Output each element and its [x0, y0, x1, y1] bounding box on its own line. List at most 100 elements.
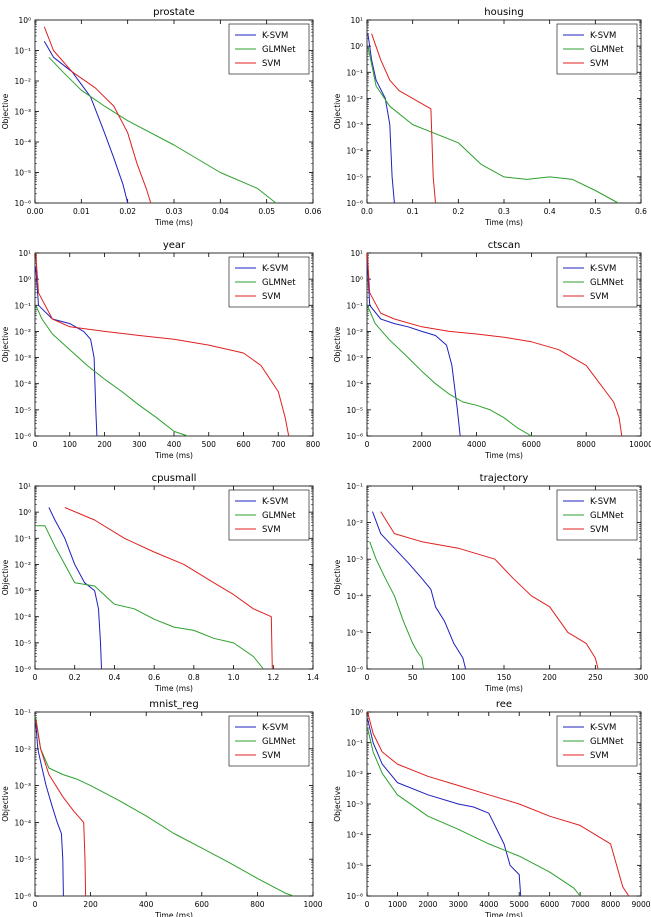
- x-tick-label: 0.1: [407, 207, 419, 216]
- series-line-svm: [371, 33, 436, 204]
- series-line-k-svm: [367, 33, 395, 204]
- y-axis-label: Objective: [1, 786, 10, 822]
- chart-panel-1: housing 10⁻⁶ 10⁻⁵ 10⁻⁴ 10⁻³ 10⁻² 10⁻¹ 10⁰ 10¹ 0.0…: [333, 7, 647, 227]
- y-tick-label: 10⁻⁶: [346, 665, 363, 674]
- y-tick-label: 10⁻¹: [14, 708, 31, 717]
- y-tick-label: 10⁰: [18, 16, 31, 25]
- chart-title: year: [163, 240, 186, 251]
- x-tick-label: 8000: [577, 440, 596, 449]
- series-line-k-svm: [366, 260, 461, 437]
- legend-label: K-SVM: [590, 264, 616, 274]
- series-line-glmnet: [367, 45, 619, 204]
- legend-label: SVM: [590, 525, 609, 535]
- y-tick-label: 10⁻²: [14, 327, 31, 336]
- legend-label: K-SVM: [590, 723, 616, 733]
- y-tick-label: 10⁻³: [14, 587, 31, 596]
- series-line-svm: [64, 507, 273, 670]
- y-axis-label: Objective: [1, 559, 10, 595]
- series-line-glmnet: [369, 541, 425, 670]
- y-tick-label: 10⁻⁵: [346, 861, 363, 870]
- legend-label: GLMNet: [262, 511, 296, 521]
- y-tick-label: 10⁻⁵: [346, 628, 363, 637]
- legend-label: K-SVM: [262, 723, 288, 733]
- x-tick-label: 0.03: [166, 207, 183, 216]
- x-tick-label: 100: [451, 673, 466, 682]
- x-tick-label: 4000: [467, 440, 486, 449]
- y-tick-label: 10⁻⁴: [14, 380, 31, 389]
- y-tick-label: 10⁰: [350, 42, 363, 51]
- legend: K-SVM GLMNet SVM: [556, 489, 638, 541]
- legend: K-SVM GLMNet SVM: [228, 256, 310, 308]
- x-tick-label: 800: [306, 440, 321, 449]
- y-tick-label: 10⁻¹: [346, 68, 363, 77]
- x-tick-label: 9000: [631, 900, 650, 909]
- legend: K-SVM GLMNet SVM: [228, 489, 310, 541]
- y-tick-label: 10⁰: [18, 508, 31, 517]
- series-line-glmnet: [366, 305, 532, 437]
- x-tick-label: 500: [202, 440, 217, 449]
- chart-panel-0: prostate 10⁻⁶ 10⁻⁵ 10⁻⁴ 10⁻³ 10⁻² 10⁻¹ 10⁰ 0.00 0…: [1, 7, 322, 227]
- y-axis-label: Objective: [333, 93, 342, 129]
- legend-label: SVM: [590, 59, 609, 69]
- x-tick-label: 1.2: [267, 673, 279, 682]
- x-tick-label: 0.01: [73, 207, 90, 216]
- chart-panel-4: cpusmall 10⁻⁶ 10⁻⁵ 10⁻⁴ 10⁻³ 10⁻² 10⁻¹ 10⁰ 10¹ 0 0…: [1, 473, 319, 693]
- y-axis-label: Objective: [333, 326, 342, 362]
- x-tick-label: 10000: [629, 440, 651, 449]
- legend-label: SVM: [262, 751, 281, 761]
- x-tick-label: 2000: [418, 900, 437, 909]
- x-tick-label: 0.6: [635, 207, 647, 216]
- x-tick-label: 0.4: [544, 207, 556, 216]
- y-tick-label: 10⁻²: [14, 745, 31, 754]
- x-tick-label: 0.4: [108, 673, 120, 682]
- y-tick-label: 10¹: [350, 249, 363, 258]
- y-axis-label: Objective: [1, 326, 10, 362]
- x-tick-label: 200: [97, 440, 112, 449]
- x-tick-label: 4000: [479, 900, 498, 909]
- series-line-k-svm: [372, 511, 467, 670]
- y-tick-label: 10¹: [18, 249, 31, 258]
- x-tick-label: 100: [63, 440, 78, 449]
- x-axis-label: Time (ms): [484, 451, 523, 460]
- series-line-k-svm: [43, 41, 129, 204]
- y-tick-label: 10⁻¹: [346, 301, 363, 310]
- legend-label: SVM: [262, 292, 281, 302]
- y-tick-label: 10⁻⁴: [346, 380, 363, 389]
- series-line-glmnet: [37, 525, 264, 670]
- x-tick-label: 1.0: [228, 673, 240, 682]
- series-line-svm: [43, 26, 152, 204]
- x-tick-label: 200: [543, 673, 558, 682]
- chart-panel-3: ctscan 10⁻⁶ 10⁻⁵ 10⁻⁴ 10⁻³ 10⁻² 10⁻¹ 10⁰ 10¹ 0 200…: [333, 240, 651, 460]
- x-tick-label: 3000: [449, 900, 468, 909]
- y-tick-label: 10⁻⁴: [14, 138, 31, 147]
- chart-panel-5: trajectory 10⁻⁶ 10⁻⁵ 10⁻⁴ 10⁻³ 10⁻² 10⁻¹ 0 50 100…: [333, 473, 648, 693]
- x-tick-label: 0.8: [188, 673, 200, 682]
- y-tick-label: 10⁻³: [346, 800, 363, 809]
- y-tick-label: 10⁰: [350, 275, 363, 284]
- x-axis-label: Time (ms): [484, 684, 523, 693]
- y-tick-label: 10⁻²: [346, 327, 363, 336]
- y-tick-label: 10⁻²: [14, 77, 31, 86]
- x-tick-label: 0: [33, 900, 38, 909]
- series-line-svm: [35, 720, 87, 897]
- x-tick-label: 6000: [540, 900, 559, 909]
- y-tick-label: 10⁻⁵: [14, 639, 31, 648]
- y-tick-label: 10⁻⁴: [346, 831, 363, 840]
- x-tick-label: 0.06: [305, 207, 322, 216]
- y-tick-label: 10¹: [350, 16, 363, 25]
- chart-panel-2: year 10⁻⁶ 10⁻⁵ 10⁻⁴ 10⁻³ 10⁻² 10⁻¹ 10⁰ 10¹ 0 100 20…: [1, 240, 320, 460]
- y-axis-label: Objective: [333, 559, 342, 595]
- y-axis-label: Objective: [333, 786, 342, 822]
- chart-title: housing: [484, 7, 523, 18]
- x-axis-label: Time (ms): [484, 911, 523, 917]
- y-tick-label: 10⁻⁵: [14, 169, 31, 178]
- legend-label: K-SVM: [590, 497, 616, 507]
- legend: K-SVM GLMNet SVM: [228, 715, 310, 767]
- chart-title: mnist_reg: [149, 699, 198, 710]
- y-tick-label: 10⁻⁶: [14, 432, 31, 441]
- y-tick-label: 10⁻⁶: [346, 199, 363, 208]
- x-tick-label: 1000: [303, 900, 322, 909]
- x-tick-label: 1000: [388, 900, 407, 909]
- y-tick-label: 10⁻³: [14, 354, 31, 363]
